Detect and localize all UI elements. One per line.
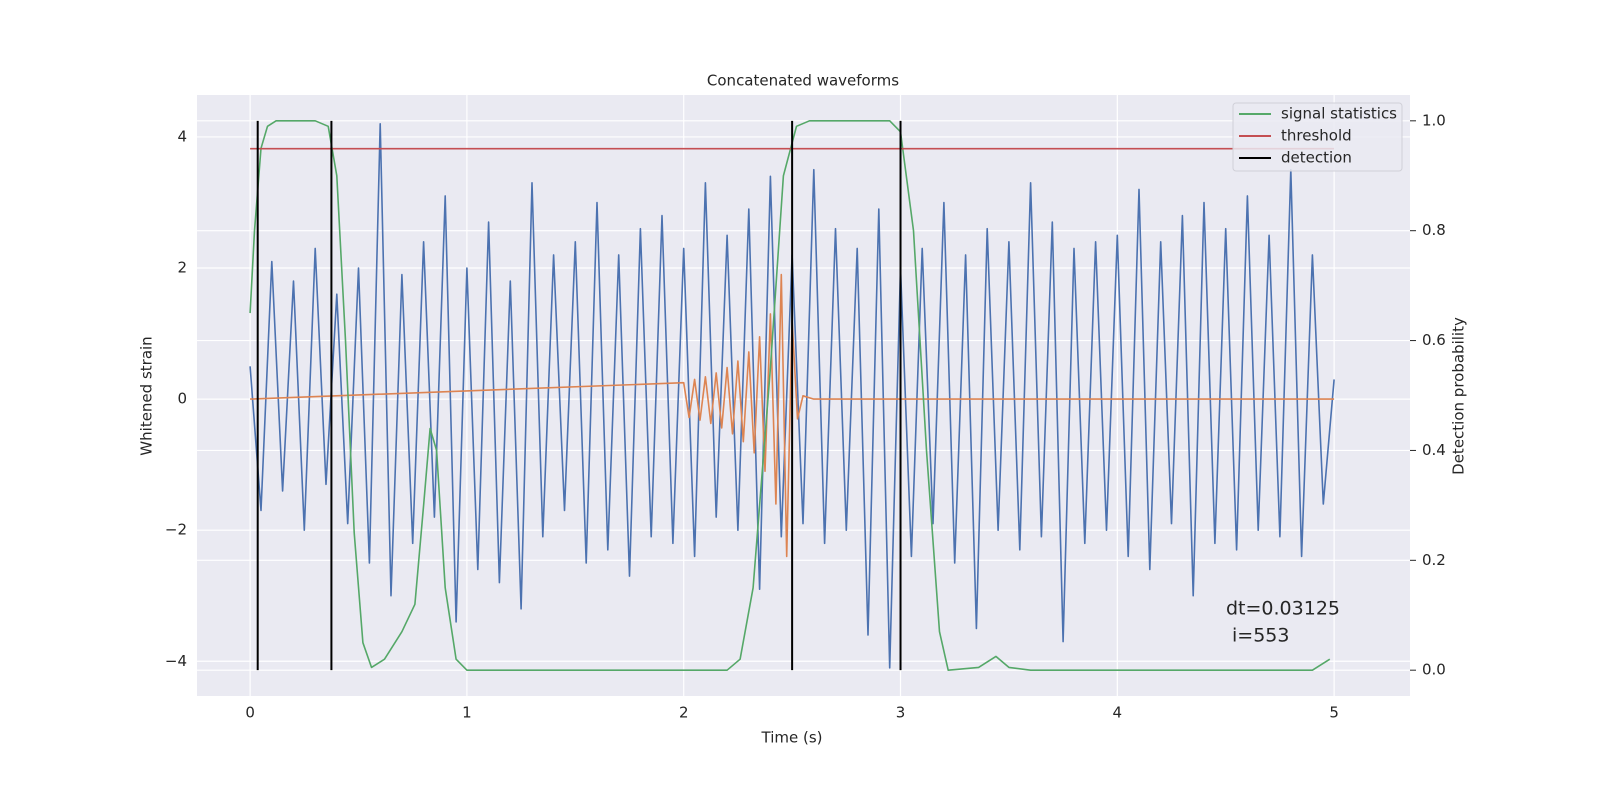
y2-tick-label: 0.2 (1422, 551, 1446, 569)
x-tick-label: 1 (462, 704, 472, 722)
y-axis-label: Whitened strain (138, 336, 156, 455)
x-tick-label: 4 (1113, 704, 1123, 722)
x-tick-label: 2 (679, 704, 689, 722)
y2-tick-label: 0.0 (1422, 661, 1446, 679)
y2-tick-label: 1.0 (1422, 111, 1446, 129)
x-tick-label: 3 (896, 704, 906, 722)
legend-label: threshold (1281, 127, 1352, 145)
x-tick-label: 0 (245, 704, 255, 722)
y-tick-label: 0 (177, 390, 187, 408)
annotation: dt=0.03125 (1226, 598, 1340, 620)
x-axis-label: Time (s) (761, 729, 823, 747)
y2-tick-label: 0.8 (1422, 221, 1446, 239)
x-tick-label: 5 (1329, 704, 1339, 722)
y-tick-label: −4 (165, 652, 187, 670)
legend-label: detection (1281, 149, 1352, 167)
annotation: i=553 (1232, 625, 1289, 647)
y2-tick-label: 0.4 (1422, 441, 1446, 459)
chart-title: Concatenated waveforms (707, 72, 899, 90)
y-tick-label: 4 (177, 127, 187, 145)
legend-label: signal statistics (1281, 105, 1397, 123)
legend-box (1232, 102, 1403, 172)
y-tick-label: −2 (165, 521, 187, 539)
series-line (249, 120, 1331, 671)
y2-tick-label: 0.6 (1422, 331, 1446, 349)
y-tick-label: 2 (177, 259, 187, 277)
y2-axis-label: Detection probability (1450, 317, 1468, 475)
